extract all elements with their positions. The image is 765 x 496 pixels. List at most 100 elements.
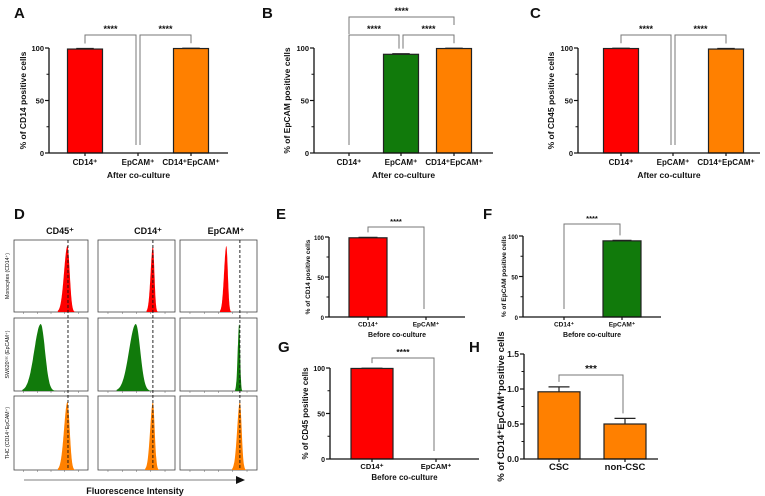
significance-bracket [620, 34, 672, 145]
row-label: SW620ᶜˢᶜ (EpCAM⁺) [5, 330, 11, 378]
panel-letter: A [14, 5, 25, 22]
bar-0 [537, 391, 581, 460]
x-axis-label: After co-culture [107, 170, 171, 180]
significance-bracket [348, 34, 400, 145]
bar-0 [348, 237, 388, 318]
significance-label: **** [394, 6, 409, 16]
significance-bracket [674, 34, 727, 145]
x-tick-label: CD14⁺ [554, 322, 575, 329]
significance-label: **** [390, 217, 402, 226]
bar-2 [435, 47, 473, 154]
x-axis-label: Before co-culture [368, 332, 426, 339]
histogram-frame [13, 395, 89, 471]
x-tick-label: CD14⁺ [358, 322, 379, 329]
x-axis-label: Before co-culture [563, 332, 621, 339]
y-tick-label: 0 [321, 457, 325, 464]
panel-g: G 0 50 100 CD14⁺ EpCAM⁺ Before co-culture % of … [278, 339, 479, 482]
histogram-frame [97, 395, 176, 471]
row-label: Monocytes (CD14⁺) [5, 253, 11, 299]
significance-bracket [558, 374, 624, 414]
histogram-frame [179, 239, 258, 313]
y-tick-label: 50 [317, 276, 324, 282]
histogram-cell [13, 395, 89, 472]
histogram-cell [97, 239, 176, 314]
significance-label: **** [158, 24, 173, 34]
histogram-peak [235, 324, 244, 391]
y-tick-label: 0 [305, 149, 309, 158]
significance-bracket [402, 34, 455, 49]
x-tick-label: CD14⁺ [360, 462, 383, 471]
histogram-peak [22, 324, 60, 391]
significance-label: **** [103, 24, 118, 34]
x-axis-label: Fluorescence Intensity [86, 486, 184, 496]
significance-label: **** [421, 24, 436, 34]
x-tick-label: EpCAM⁺ [421, 462, 452, 471]
y-tick-label: 100 [508, 235, 519, 241]
column-header: EpCAM⁺ [208, 226, 245, 236]
y-tick-label: 100 [313, 366, 325, 373]
y-tick-label: 50 [511, 276, 518, 282]
panel-f: F 0 50 100 CD14⁺ EpCAM⁺ Before co-culture % of … [483, 206, 661, 339]
x-tick-label: EpCAM⁺ [385, 158, 418, 167]
x-tick-label: non-CSC [605, 462, 646, 473]
histogram-cell [13, 317, 89, 393]
histogram-cell [179, 239, 258, 314]
y-tick-label: 50 [36, 97, 44, 106]
panel-letter: F [483, 206, 492, 223]
y-axis-label: % of EpCAM positive cells [501, 235, 508, 317]
x-tick-label: CD14⁺ [337, 158, 362, 167]
significance-label: **** [396, 347, 410, 357]
bar-0 [602, 47, 640, 154]
panel-letter: B [262, 5, 273, 22]
panel-letter: D [14, 206, 25, 223]
y-tick-label: 0 [515, 316, 519, 322]
column-header: CD45⁺ [46, 226, 74, 236]
bar-2 [172, 47, 210, 154]
histogram-peak [57, 402, 78, 470]
y-tick-label: 100 [314, 236, 325, 242]
y-axis-label: % of CD45 positive cells [301, 367, 310, 460]
histogram-cell [97, 395, 176, 472]
histogram-cell [179, 317, 258, 393]
arrow-right-icon [236, 476, 245, 484]
histogram-frame [13, 239, 89, 313]
y-tick-label: 0.0 [507, 454, 519, 464]
histogram-cell [179, 395, 258, 472]
x-tick-label: CD14⁺EpCAM⁺ [697, 158, 754, 167]
x-tick-label: CSC [549, 462, 569, 473]
significance-label: **** [639, 24, 654, 34]
histogram-peak [220, 246, 233, 312]
y-tick-label: 50 [317, 412, 325, 419]
x-axis-label: Before co-culture [371, 473, 438, 482]
significance-bracket [563, 223, 621, 309]
x-tick-label: CD14⁺ [609, 158, 634, 167]
x-tick-label: CD14⁺EpCAM⁺ [162, 158, 219, 167]
x-axis-label: After co-culture [637, 170, 701, 180]
x-tick-label: CD14⁺EpCAM⁺ [425, 158, 482, 167]
bar-1 [602, 240, 642, 318]
x-tick-label: CD14⁺ [73, 158, 98, 167]
significance-bracket [367, 226, 425, 309]
y-tick-label: 1.5 [507, 349, 519, 359]
y-tick-label: 0.5 [507, 419, 519, 429]
y-tick-label: 50 [301, 97, 309, 106]
x-tick-label: EpCAM⁺ [609, 322, 636, 329]
significance-bracket [84, 34, 137, 145]
histogram-cell [97, 317, 176, 393]
bar-1 [382, 53, 420, 154]
x-tick-label: EpCAM⁺ [122, 158, 155, 167]
panel-letter: G [278, 339, 290, 356]
bar-2 [707, 48, 745, 154]
bar-0 [350, 367, 394, 460]
histogram-frame [179, 395, 258, 471]
y-axis-label: % of CD14 positive cells [305, 239, 312, 314]
y-tick-label: 0 [569, 149, 573, 158]
y-tick-label: 0 [321, 316, 325, 322]
x-tick-label: EpCAM⁺ [413, 322, 440, 329]
y-tick-label: 0 [40, 149, 44, 158]
y-tick-label: 100 [560, 44, 573, 53]
histogram-cell [13, 239, 89, 314]
